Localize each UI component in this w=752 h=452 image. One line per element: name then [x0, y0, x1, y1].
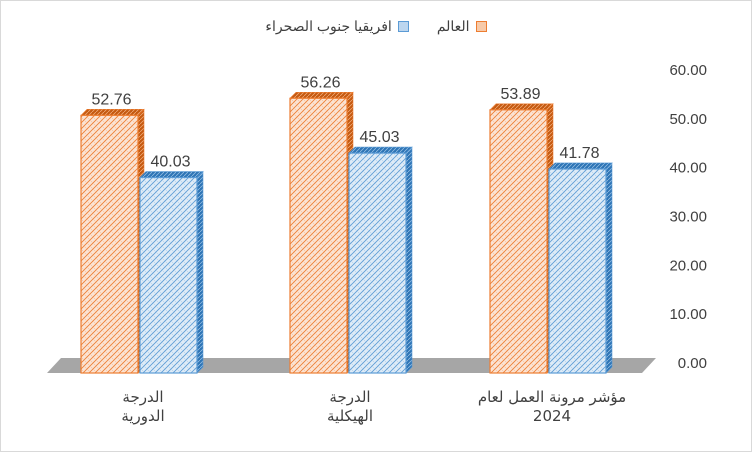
- legend: العالم افريقيا جنوب الصحراء: [0, 18, 752, 35]
- x-tick-label: الهيكلية: [327, 407, 373, 425]
- data-label: 45.03: [359, 129, 399, 146]
- legend-swatch-ssa: [397, 21, 409, 32]
- bar-top: [348, 146, 413, 154]
- data-label: 56.26: [300, 74, 340, 91]
- bar: [348, 152, 407, 374]
- legend-label-ssa: افريقيا جنوب الصحراء: [265, 18, 392, 34]
- bar-top: [548, 162, 613, 170]
- bar-top: [80, 109, 145, 116]
- x-tick-label: الدورية: [121, 407, 164, 425]
- y-tick-label: 60.00: [669, 62, 707, 79]
- y-tick-label: 50.00: [669, 111, 707, 128]
- y-tick-label: 0.00: [678, 355, 707, 372]
- y-tick-label: 40.00: [669, 160, 707, 177]
- bar-side: [605, 162, 613, 374]
- legend-swatch-world: [475, 21, 487, 32]
- x-tick-label: الدرجة: [329, 388, 370, 406]
- bar: [80, 114, 139, 374]
- data-label: 41.78: [559, 145, 599, 162]
- bar: [489, 109, 548, 374]
- data-label: 40.03: [150, 154, 190, 171]
- data-label: 52.76: [91, 91, 131, 108]
- x-tick-label: 2024: [533, 407, 571, 425]
- legend-item-world: العالم: [437, 18, 487, 35]
- data-label: 53.89: [500, 86, 540, 103]
- legend-label-world: العالم: [436, 18, 470, 34]
- bar-top: [289, 91, 354, 99]
- bar-side: [405, 146, 413, 374]
- bar-top: [139, 171, 204, 178]
- x-tick-label: مؤشر مرونة العمل لعام: [478, 388, 626, 406]
- bar-top: [489, 103, 554, 111]
- bar: [289, 97, 348, 374]
- bar: [139, 176, 198, 374]
- y-tick-label: 30.00: [669, 209, 707, 226]
- bar: [548, 168, 607, 374]
- legend-item-ssa: افريقيا جنوب الصحراء: [265, 18, 409, 35]
- x-tick-label: الدرجة: [122, 388, 163, 406]
- y-tick-label: 10.00: [669, 306, 707, 323]
- bar-side: [196, 170, 204, 374]
- y-tick-label: 20.00: [669, 257, 707, 274]
